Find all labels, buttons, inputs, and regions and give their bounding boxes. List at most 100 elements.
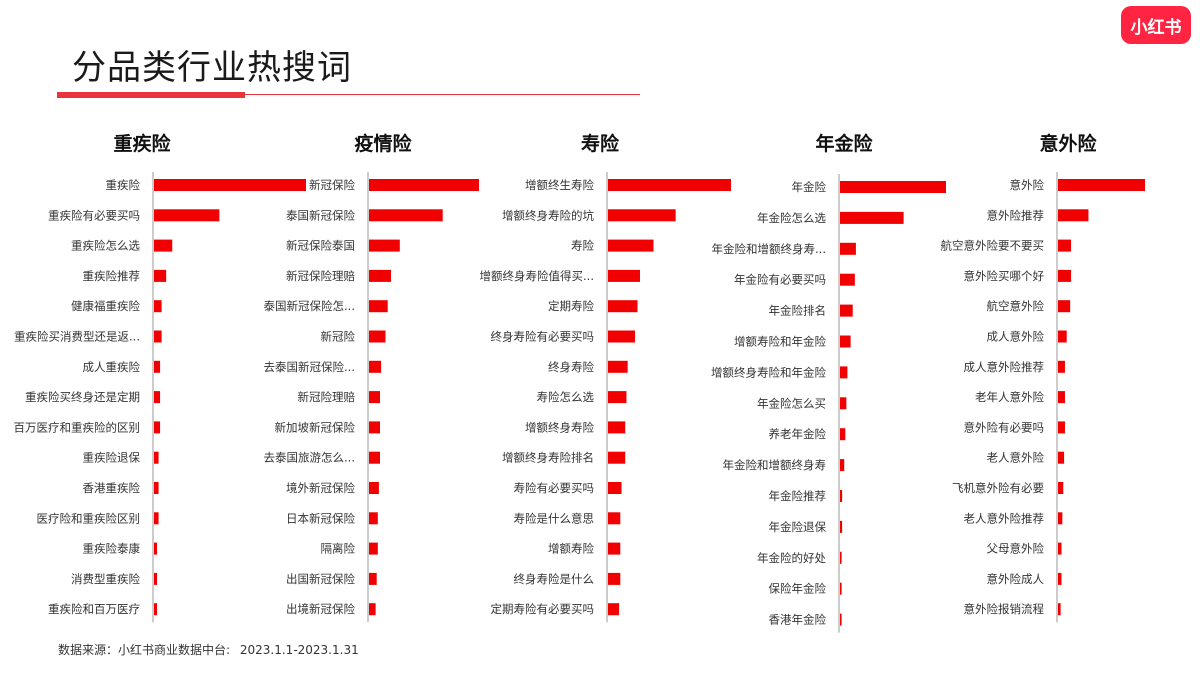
bar: [840, 273, 855, 286]
bar: [154, 209, 220, 222]
category-label: 成人意外险: [987, 330, 1045, 344]
bar: [369, 603, 376, 616]
bar: [369, 572, 377, 585]
bar: [608, 603, 620, 616]
bar: [154, 572, 158, 585]
page-title: 分品类行业热搜词: [72, 48, 352, 88]
category-label: 年金险: [792, 180, 827, 194]
category-label: 年金险和增额终身寿: [723, 458, 827, 472]
bar: [369, 209, 443, 222]
bar: [154, 300, 162, 313]
category-label: 新冠保险: [309, 178, 355, 192]
category-label: 成人意外险推荐: [964, 360, 1045, 374]
category-label: 增额终生寿险: [525, 178, 594, 192]
bar: [840, 211, 904, 224]
bar: [608, 451, 626, 464]
bar: [840, 181, 946, 193]
bar: [608, 239, 654, 252]
category-label: 重疾险有必要买吗: [48, 208, 140, 222]
category-label: 增额寿险和年金险: [734, 335, 826, 349]
bar: [608, 391, 627, 404]
chart-panel-1: 重疾险重疾险重疾险有必要买吗重疾险怎么选重疾险推荐健康福重疾险重疾险买消费型还是…: [14, 132, 306, 623]
category-label: 重疾险怎么选: [71, 239, 140, 253]
bar: [154, 512, 159, 525]
category-label: 成人重疾险: [83, 360, 141, 374]
category-label: 年金险怎么买: [757, 396, 826, 410]
bar: [154, 391, 161, 404]
category-label: 飞机意外险有必要: [952, 481, 1044, 495]
category-label: 香港重疾险: [83, 481, 141, 495]
bar: [840, 551, 842, 564]
bar: [369, 179, 479, 191]
category-label: 定期寿险有必要买吗: [491, 602, 595, 616]
category-label: 增额寿险: [548, 542, 594, 556]
bar: [608, 360, 628, 373]
category-label: 重疾险买消费型还是返...: [14, 330, 140, 344]
category-label: 航空意外险要不要买: [941, 239, 1045, 253]
category-label: 年金险退保: [769, 520, 827, 534]
bar: [840, 582, 842, 595]
bar: [840, 242, 856, 255]
category-label: 健康福重疾险: [71, 299, 140, 313]
bar: [154, 239, 173, 252]
category-label: 隔离险: [321, 542, 356, 556]
bar: [1058, 209, 1089, 222]
bar: [1058, 451, 1065, 464]
category-label: 意外险有必要吗: [964, 420, 1045, 434]
bar: [840, 335, 851, 348]
bar: [1058, 330, 1067, 343]
category-label: 老年人意外险: [975, 390, 1044, 404]
bar: [608, 572, 621, 585]
category-label: 年金险推荐: [769, 489, 827, 503]
bar: [369, 330, 386, 343]
bar: [1058, 542, 1062, 555]
category-label: 保险年金险: [769, 582, 827, 596]
category-label: 年金险的好处: [757, 551, 826, 565]
category-label: 终身寿险: [548, 360, 594, 374]
chart-title: 疫情险: [354, 132, 412, 155]
category-label: 新加坡新冠保险: [275, 420, 356, 434]
xiaohongshu-logo: 小红书: [1121, 6, 1191, 44]
chart-title: 重疾险: [113, 132, 171, 155]
bar: [154, 603, 158, 616]
category-label: 新冠险理赔: [298, 390, 356, 404]
category-label: 寿险怎么选: [537, 390, 595, 404]
data-source-label: 数据来源：小红书商业数据中台:: [58, 643, 231, 657]
bar: [154, 542, 158, 555]
category-label: 年金险排名: [769, 304, 827, 318]
bar: [369, 451, 380, 464]
bar: [369, 391, 380, 404]
bar: [840, 397, 847, 410]
bar: [154, 421, 161, 434]
bar: [840, 428, 846, 441]
chart-panel-4: 年金险年金险年金险怎么选年金险和增额终身寿...年金险有必要买吗年金险排名增额寿…: [711, 132, 946, 633]
category-label: 增额终身寿险的坑: [502, 208, 594, 222]
bar: [154, 482, 159, 494]
category-label: 境外新冠保险: [286, 481, 355, 495]
chart-title: 年金险: [815, 132, 873, 155]
category-label: 去泰国新冠保险...: [264, 360, 355, 374]
category-label: 新冠保险泰国: [286, 239, 355, 253]
bar: [1058, 360, 1065, 373]
bar: [1058, 421, 1065, 434]
category-label: 出国新冠保险: [286, 572, 355, 586]
category-label: 意外险报销流程: [964, 602, 1045, 616]
bar: [369, 269, 391, 282]
category-label: 消费型重疾险: [71, 572, 140, 586]
bar: [608, 482, 622, 494]
category-label: 终身寿险是什么: [514, 572, 595, 586]
category-label: 重疾险泰康: [83, 542, 141, 556]
category-label: 父母意外险: [987, 542, 1045, 556]
data-source-range: 2023.1.1-2023.1.31: [239, 643, 359, 657]
category-label: 日本新冠保险: [286, 511, 355, 525]
bar: [369, 542, 378, 555]
bar: [608, 300, 638, 313]
bar: [1058, 239, 1072, 252]
bar: [840, 304, 853, 317]
chart-panel-5: 意外险意外险意外险推荐航空意外险要不要买意外险买哪个好航空意外险成人意外险成人意…: [941, 132, 1145, 623]
category-label: 寿险是什么意思: [514, 511, 595, 525]
bar: [1058, 603, 1061, 616]
category-label: 年金险有必要买吗: [734, 273, 826, 287]
bar: [369, 360, 382, 373]
